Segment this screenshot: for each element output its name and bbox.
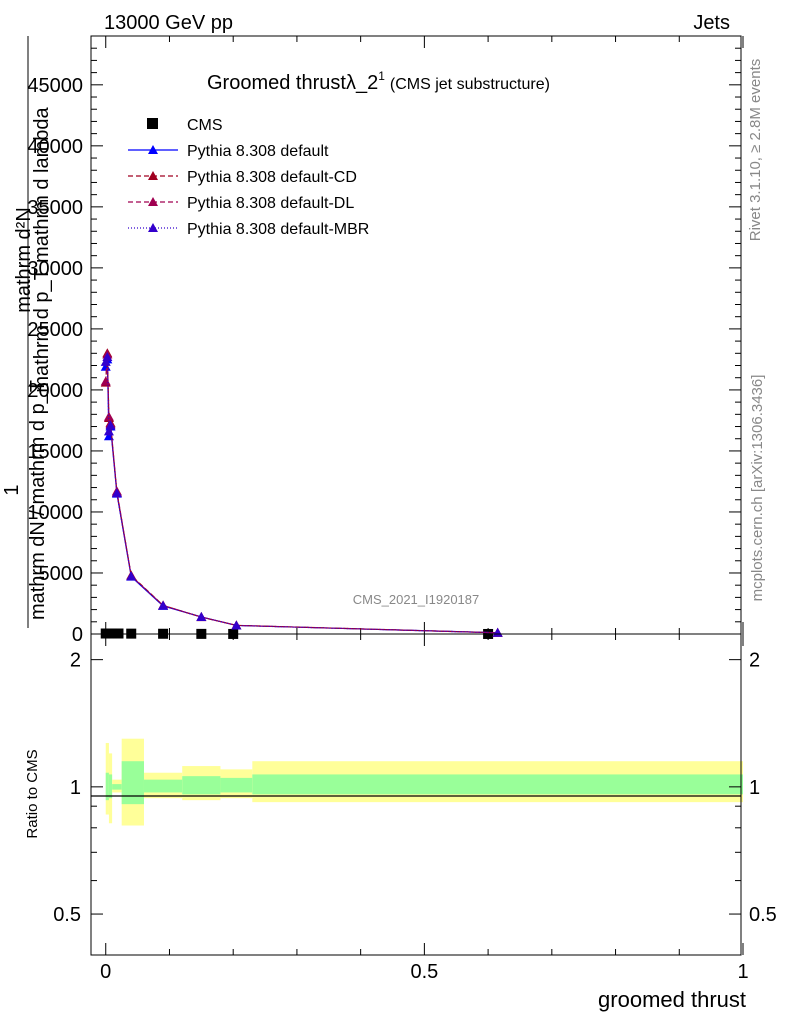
legend-marker-3	[148, 223, 158, 232]
legend: CMS Pythia 8.308 default Pythia 8.308 def…	[128, 117, 369, 238]
y-label-numerator: mathrm d²N	[13, 207, 35, 313]
legend-marker-1	[148, 171, 158, 180]
legend-label-0: Pythia 8.308 default	[187, 143, 329, 160]
ratio-y-tick-label: 1	[70, 777, 81, 799]
main-y-tick-label: 40000	[27, 136, 83, 158]
x-axis-label: groomed thrust	[598, 987, 746, 1012]
y-label-prefactor-den: mathrm dN / mathrm d p_T	[27, 380, 49, 620]
x-tick-label: 1	[737, 961, 748, 983]
legend-label-3: Pythia 8.308 default-MBR	[187, 221, 369, 238]
series-marker-3	[126, 571, 137, 581]
series-marker-3	[103, 426, 114, 436]
series-marker-3	[196, 611, 207, 621]
series-marker-2	[100, 376, 111, 386]
series-line-3	[105, 356, 498, 634]
main-y-tick-label: 35000	[27, 197, 83, 219]
analysis-watermark: CMS_2021_I1920187	[353, 592, 480, 607]
ratio-y-tick-label: 2	[70, 650, 81, 672]
main-y-tick-label: 15000	[27, 441, 83, 463]
main-y-tick-label: 0	[72, 624, 83, 646]
ratio-x-ticks: 0 0.5 1	[100, 634, 749, 983]
y-label-denominator: mathrm d p_T mathrm d lambda	[31, 106, 53, 392]
ratio-y-tick-label-right: 2	[749, 650, 760, 672]
main-y-tick-label: 20000	[27, 380, 83, 402]
chart-title: Groomed thrustλ_2	[207, 72, 378, 94]
legend-label-1: Pythia 8.308 default-CD	[187, 169, 357, 186]
ratio-y-ticks: 0.5 0.5 1 1 2 2	[53, 650, 777, 926]
main-y-tick-label: 30000	[27, 258, 83, 280]
ratio-band-green	[252, 774, 743, 795]
series-marker-3	[231, 620, 242, 630]
ratio-band-green	[220, 777, 253, 793]
main-y-tick-label: 5000	[39, 563, 84, 585]
series-marker-3	[111, 488, 122, 498]
series-marker-3	[102, 351, 113, 361]
ratio-bands-group	[105, 738, 743, 826]
header-left: 13000 GeV pp	[104, 12, 233, 34]
ratio-band-green	[121, 761, 144, 805]
main-y-label: mathrm d²N mathrm d p_T mathrm d lambda …	[1, 36, 53, 628]
series-marker-3	[105, 420, 116, 430]
legend-cms-label: CMS	[187, 117, 223, 134]
legend-marker-2	[148, 197, 158, 206]
x-tick-label: 0.5	[410, 961, 438, 983]
main-y-tick-label: 10000	[27, 502, 83, 524]
legend-label-2: Pythia 8.308 default-DL	[187, 195, 354, 212]
ratio-y-tick-label: 0.5	[53, 904, 81, 926]
ratio-band-green	[105, 772, 109, 801]
y-label-prefactor: 1	[1, 484, 23, 495]
chart-title-sup: 1	[378, 69, 385, 83]
rivet-version-label: Rivet 3.1.10, ≥ 2.8M events	[747, 59, 764, 242]
main-y-tick-label: 45000	[27, 75, 83, 97]
ratio-y-tick-label-right: 0.5	[749, 904, 777, 926]
series-marker-3	[100, 356, 111, 366]
series-marker-3	[492, 627, 503, 637]
series-marker-2	[103, 411, 114, 421]
chart-title-note: (CMS jet substructure)	[390, 76, 550, 93]
main-y-ticks: 0 5000 10000 15000 20000 25000 30000 35000 40000…	[27, 35, 741, 646]
x-tick-label: 0	[100, 961, 111, 983]
ratio-band-green	[108, 774, 113, 799]
ratio-plot-frame	[90, 633, 742, 956]
ratio-band-green	[143, 779, 183, 793]
ratio-y-tick-label-right: 1	[749, 777, 760, 799]
chart-title-group: Groomed thrustλ_21 (CMS jet substructure)	[207, 69, 550, 94]
series-marker-3	[158, 600, 169, 610]
ratio-band-green	[112, 784, 122, 790]
legend-cms-marker	[147, 118, 158, 129]
header-right: Jets	[693, 12, 730, 34]
series-line-1	[105, 353, 498, 634]
mcplots-label: mcplots.cern.ch [arXiv:1306.3436]	[749, 375, 766, 602]
ratio-band-green	[182, 776, 221, 795]
ratio-y-label: Ratio to CMS	[24, 749, 41, 838]
main-y-tick-label: 25000	[27, 319, 83, 341]
legend-marker-0	[148, 145, 158, 154]
